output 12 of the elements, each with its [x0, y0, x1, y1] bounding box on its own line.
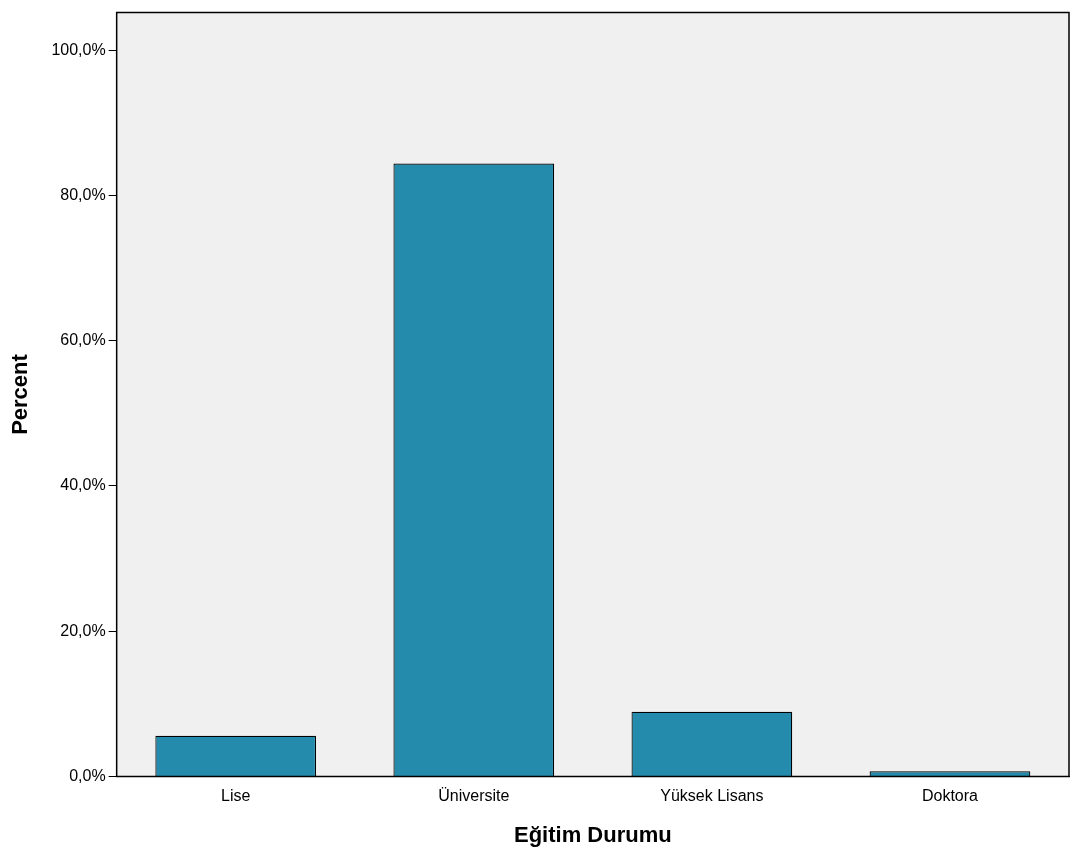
x-tick-label: Yüksek Lisans	[660, 787, 764, 805]
y-tick-label: 60,0%	[60, 331, 106, 349]
y-axis-title: Percent	[7, 353, 33, 435]
y-tick-label: 80,0%	[60, 185, 106, 203]
y-tick-label: 100,0%	[51, 40, 106, 58]
y-tick-label: 40,0%	[60, 476, 106, 494]
x-tick-label: Doktora	[921, 787, 979, 805]
y-tick-label: 20,0%	[60, 621, 106, 639]
x-axis-title: Eğitim Durumu	[514, 821, 672, 847]
x-tick-label: Üniversite	[438, 787, 510, 805]
x-tick-label: Lise	[221, 787, 251, 805]
y-tick-label: 0,0%	[69, 766, 106, 784]
